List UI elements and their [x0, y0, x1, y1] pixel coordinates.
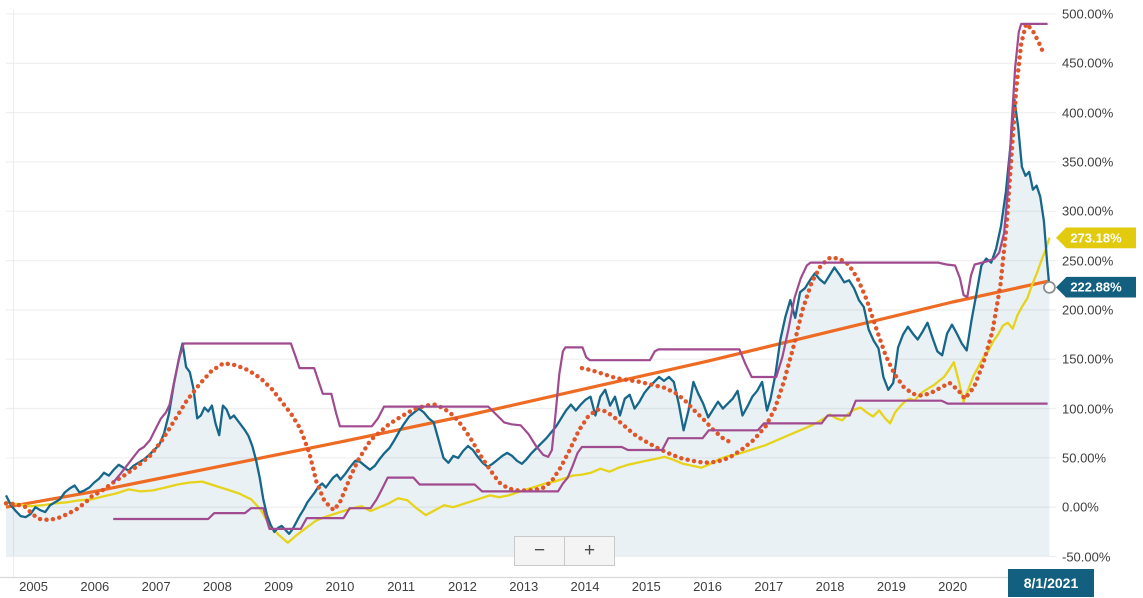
y-axis-tick-label: -50.00% — [1062, 549, 1111, 565]
x-axis-tick-label: 2017 — [754, 579, 784, 594]
y-axis-tick-label: 250.00% — [1062, 253, 1114, 269]
x-axis-tick-label: 2010 — [325, 579, 355, 594]
x-axis-tick-label: 2008 — [202, 579, 232, 594]
series-trend-line — [5, 279, 1048, 509]
x-axis-tick-label: 2019 — [876, 579, 906, 594]
series-channel-low-line — [113, 399, 1048, 531]
y-axis-tick-label: 100.00% — [1062, 401, 1114, 417]
y-axis-tick-label: 350.00% — [1062, 154, 1114, 170]
x-axis-tick-label: 2009 — [264, 579, 294, 594]
zoom-controls: − + — [514, 536, 615, 566]
x-axis-tick-label: 2014 — [570, 579, 600, 594]
series-channel-high-line — [112, 22, 1048, 484]
x-axis-tick-label: 2015 — [631, 579, 661, 594]
benchmark-value-badge: 273.18% — [1056, 227, 1136, 249]
series-moving-average-dotted-secondary-line — [579, 365, 735, 446]
end-date-badge: 8/1/2021 — [1008, 569, 1094, 597]
x-axis-tick-label: 2013 — [509, 579, 539, 594]
x-axis-tick-label: 2012 — [447, 579, 477, 594]
x-axis-tick-label: 2020 — [938, 579, 968, 594]
x-axis-tick-label: 2016 — [693, 579, 722, 594]
x-axis-tick-label: 2011 — [387, 579, 416, 594]
y-axis-tick-label: 200.00% — [1062, 302, 1114, 318]
series-moving-average-dotted-line — [3, 21, 1047, 523]
y-axis-tick-label: 0.00% — [1062, 499, 1099, 515]
x-axis-tick-label: 2006 — [80, 579, 110, 594]
y-axis-tick-label: 50.00% — [1062, 450, 1107, 466]
y-axis-tick-label: 450.00% — [1062, 55, 1114, 71]
x-axis-tick-label: 2005 — [19, 579, 49, 594]
y-axis-tick-label: 400.00% — [1062, 105, 1114, 121]
zoom-in-button[interactable]: + — [564, 536, 615, 566]
x-axis-tick-label: 2018 — [815, 579, 845, 594]
y-axis-tick-label: 300.00% — [1062, 203, 1114, 219]
y-axis-tick-label: 150.00% — [1062, 351, 1114, 367]
x-axis-tick-label: 2007 — [141, 579, 171, 594]
main-series-area-fill — [6, 99, 1050, 557]
last-point-marker — [1043, 280, 1056, 294]
main-value-badge: 222.88% — [1056, 276, 1136, 298]
zoom-out-button[interactable]: − — [514, 536, 565, 566]
series-main-return-line — [4, 98, 1051, 535]
y-axis-tick-label: 500.00% — [1062, 6, 1114, 22]
